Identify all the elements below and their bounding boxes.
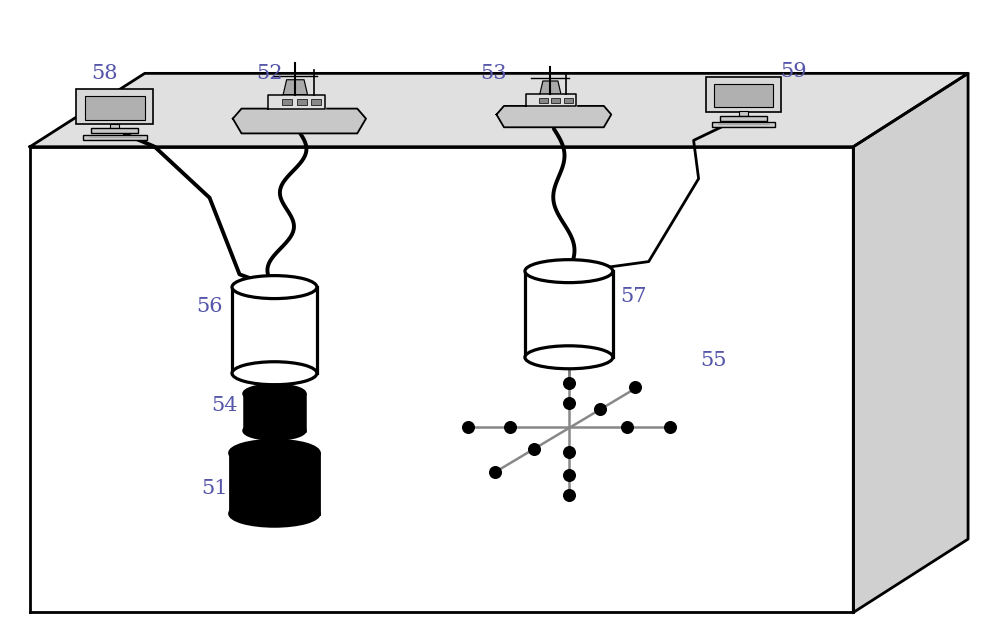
Point xyxy=(592,403,608,413)
Point xyxy=(487,467,503,477)
Ellipse shape xyxy=(244,385,305,403)
Bar xyxy=(740,111,748,116)
Text: 54: 54 xyxy=(212,396,238,415)
Text: 57: 57 xyxy=(621,287,647,306)
Polygon shape xyxy=(283,80,307,94)
Point xyxy=(526,443,542,454)
Point xyxy=(502,422,519,433)
Bar xyxy=(230,453,319,514)
Text: 58: 58 xyxy=(92,64,118,83)
Text: 53: 53 xyxy=(481,64,507,83)
Bar xyxy=(715,84,772,107)
Bar xyxy=(244,394,305,431)
Bar xyxy=(564,98,573,103)
Polygon shape xyxy=(267,94,325,108)
Bar xyxy=(76,89,154,124)
Bar xyxy=(85,96,145,120)
Point xyxy=(561,470,577,480)
Polygon shape xyxy=(853,73,968,612)
Ellipse shape xyxy=(232,362,317,385)
Text: 59: 59 xyxy=(780,62,806,81)
Point xyxy=(460,422,476,433)
Bar xyxy=(721,116,766,121)
Ellipse shape xyxy=(525,346,613,369)
Polygon shape xyxy=(30,73,968,147)
Bar xyxy=(232,287,317,373)
Bar xyxy=(552,98,561,103)
Text: 51: 51 xyxy=(202,478,228,498)
Bar xyxy=(111,124,119,129)
Text: 55: 55 xyxy=(701,351,727,370)
Ellipse shape xyxy=(230,440,319,466)
Ellipse shape xyxy=(244,422,305,440)
Polygon shape xyxy=(497,106,611,128)
Ellipse shape xyxy=(232,276,317,299)
Point xyxy=(561,447,577,457)
Bar xyxy=(539,98,548,103)
Polygon shape xyxy=(540,81,561,94)
Bar xyxy=(311,100,321,105)
Bar xyxy=(712,122,774,127)
Polygon shape xyxy=(233,108,366,133)
Point xyxy=(561,489,577,500)
Text: 52: 52 xyxy=(256,64,282,83)
Polygon shape xyxy=(527,94,577,106)
Bar xyxy=(83,135,147,140)
Bar xyxy=(525,271,613,357)
Polygon shape xyxy=(30,147,853,612)
Point xyxy=(561,397,577,408)
Bar xyxy=(296,100,307,105)
Point xyxy=(627,382,643,392)
Bar xyxy=(282,100,292,105)
Point xyxy=(619,422,635,433)
Ellipse shape xyxy=(525,260,613,283)
Text: 56: 56 xyxy=(197,297,223,316)
Ellipse shape xyxy=(230,501,319,526)
Bar xyxy=(706,77,781,112)
Point xyxy=(662,422,678,433)
Bar xyxy=(91,128,139,133)
Point xyxy=(561,378,577,388)
